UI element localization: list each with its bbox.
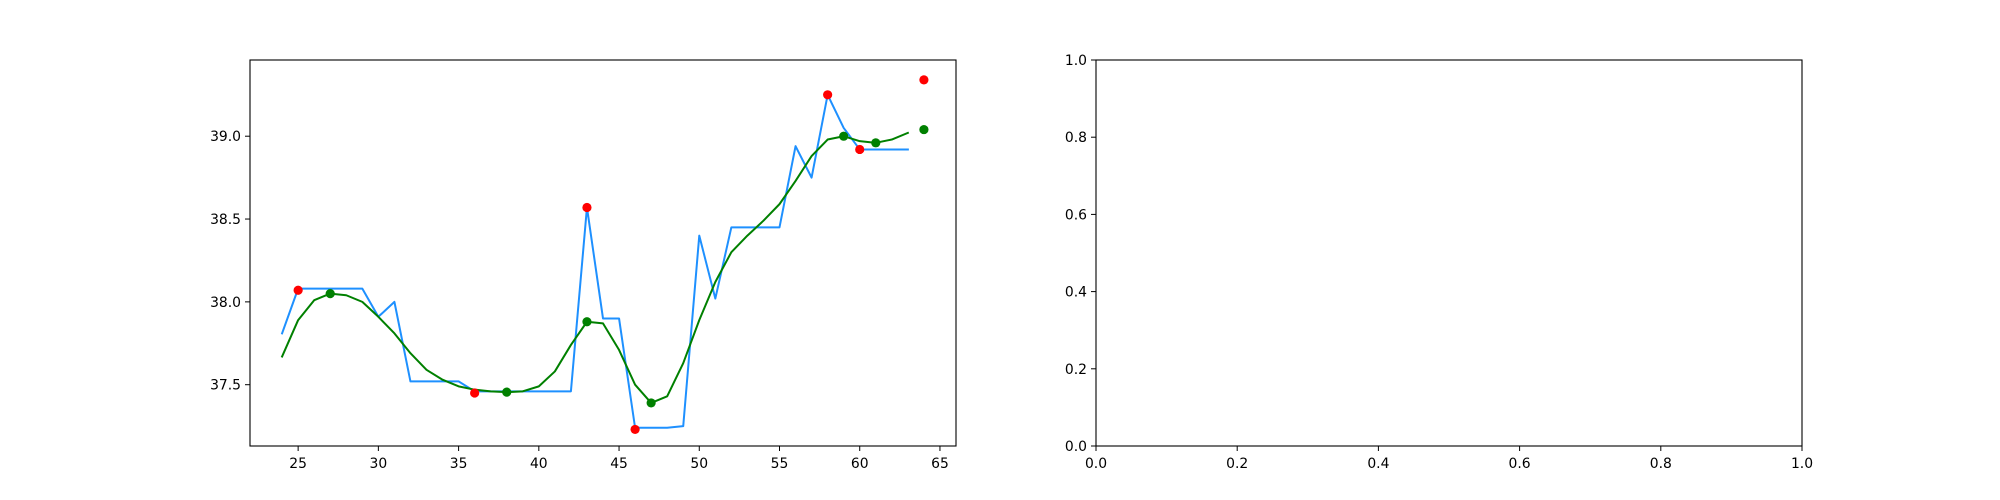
x-tick-label: 0.8 [1650, 456, 1672, 472]
y-tick-label: 0.4 [1065, 285, 1087, 301]
scatter-point-s2-3 [630, 424, 640, 435]
y-tick-label: 1.0 [1065, 53, 1087, 69]
x-tick-label: 0.4 [1367, 456, 1389, 472]
y-tick-label: 0.0 [1065, 439, 1087, 455]
x-tick-label: 0.0 [1085, 456, 1107, 472]
x-tick-label: 55 [771, 456, 789, 472]
series-line-0 [280, 93, 909, 429]
plot-frame [249, 59, 957, 447]
x-tick-label: 50 [690, 456, 708, 472]
scatter-point-s2-4 [823, 90, 833, 100]
x-tick-label: 30 [370, 456, 388, 472]
left-chart: 25 30 35 40 45 50 55 60 65 37.5 38.0 38.5 39.0 [210, 59, 957, 472]
x-tick-label: 45 [610, 456, 628, 472]
x-tick-label: 60 [851, 456, 869, 472]
x-tick-label: 35 [450, 456, 468, 472]
scatter-point-s2-0 [293, 285, 303, 295]
y-tick-label: 0.2 [1065, 362, 1087, 378]
scatter-point-s3-3 [646, 398, 656, 408]
y-tick-label: 39.0 [210, 129, 241, 145]
plot-frame [1095, 59, 1803, 447]
scatter-point-s3-1 [502, 387, 512, 397]
y-tick-label: 37.5 [210, 378, 241, 394]
x-tick-label: 0.2 [1226, 456, 1248, 472]
x-tick-label: 40 [530, 456, 548, 472]
x-tick-label: 25 [289, 456, 307, 472]
scatter-point-s3-5 [871, 138, 881, 148]
series-line-1 [280, 131, 910, 404]
x-tick-label: 0.6 [1509, 456, 1531, 472]
scatter-point-s2-6 [919, 75, 929, 85]
scatter-point-s3-2 [582, 317, 592, 327]
scatter-point-s2-1 [470, 388, 480, 398]
x-tick-label: 65 [931, 456, 949, 472]
scatter-point-s3-4 [839, 131, 849, 141]
y-tick-label: 38.0 [210, 295, 241, 311]
x-tick-label: 1.0 [1791, 456, 1813, 472]
y-tick-label: 0.8 [1065, 130, 1087, 146]
scatter-point-s2-5 [855, 144, 865, 155]
scatter-point-s3-0 [325, 288, 335, 299]
scatter-point-s2-2 [582, 202, 592, 213]
y-tick-label: 0.6 [1065, 207, 1087, 223]
scatter-point-s3-6 [919, 124, 929, 135]
right-chart-empty-axes: 0.0 0.2 0.4 0.6 0.8 1.0 0.0 0.2 0.4 0.6 0.8 1.0 [1065, 53, 1813, 472]
y-tick-label: 38.5 [210, 212, 241, 228]
